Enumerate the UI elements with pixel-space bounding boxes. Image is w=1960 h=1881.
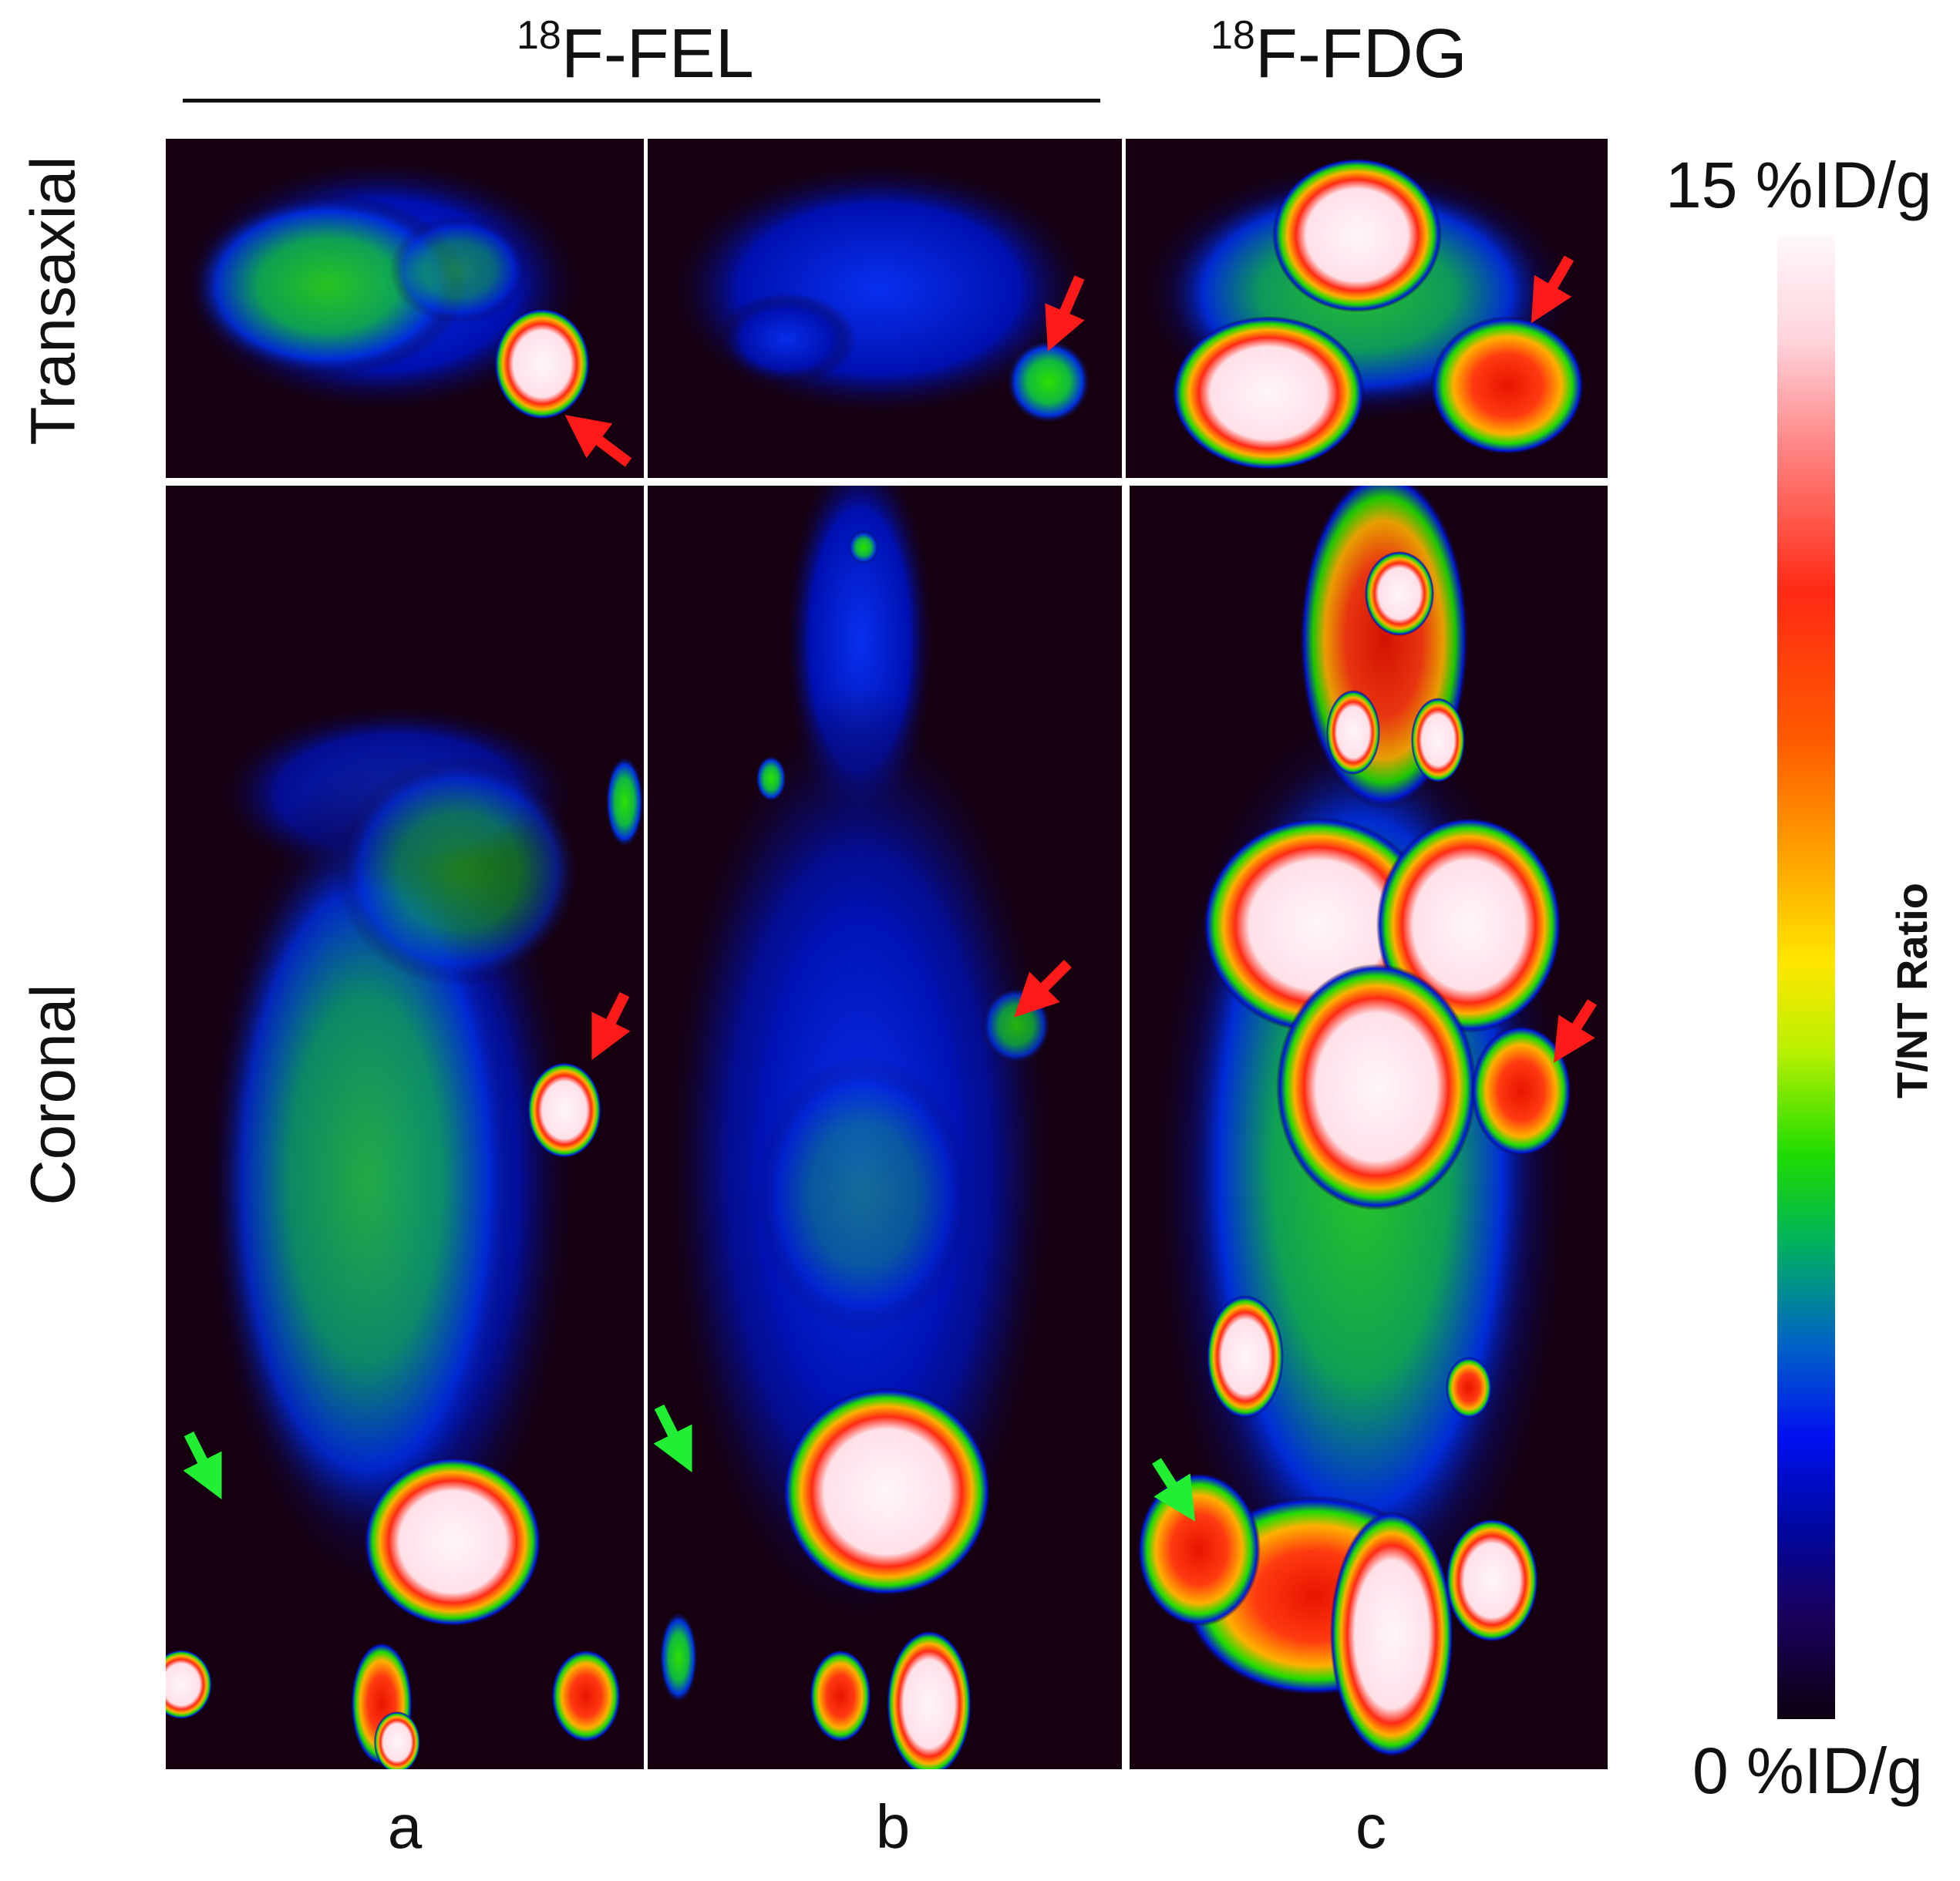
tumor-arrow-red	[1045, 275, 1085, 352]
tumor-arrow-red	[1553, 999, 1597, 1063]
colorbar-max-label: 15 %ID/g	[1665, 149, 1932, 221]
panel-label-b: b	[875, 1792, 911, 1861]
coronal-image-b	[648, 486, 1122, 1769]
marker-arrow-green	[1152, 1458, 1196, 1522]
header-fdg-superscript: 18	[1211, 13, 1255, 58]
tumor-arrow-red	[1014, 960, 1072, 1018]
transaxial-image-c	[1126, 139, 1608, 478]
header-fel: 18F-FEL	[517, 15, 754, 89]
colorbar-min-label: 0 %ID/g	[1692, 1735, 1923, 1807]
panel-label-a: a	[387, 1792, 423, 1861]
transaxial-image-a	[166, 139, 644, 478]
marker-arrow-green	[653, 1404, 692, 1473]
header-fdg: 18F-FDG	[1211, 15, 1467, 89]
coronal-image-c	[1130, 486, 1608, 1769]
header-fel-underline	[183, 99, 1100, 103]
tumor-arrow-red	[591, 991, 631, 1061]
tumor-arrow-red	[564, 415, 632, 467]
coronal-image-a	[166, 486, 644, 1769]
row-label-transaxial: Transaxial	[19, 156, 89, 446]
header-fel-superscript: 18	[517, 13, 561, 58]
row-label-coronal: Coronal	[18, 984, 89, 1206]
marker-arrow-green	[183, 1431, 222, 1500]
colorbar-ratio-label: T/NT Ratio	[1887, 883, 1936, 1099]
header-fdg-text: F-FDG	[1254, 15, 1467, 93]
colorbar	[1777, 235, 1835, 1719]
header-fel-text: F-FEL	[561, 15, 754, 93]
panel-label-c: c	[1355, 1792, 1386, 1861]
transaxial-image-b	[648, 139, 1122, 478]
tumor-arrow-red	[1531, 255, 1574, 324]
